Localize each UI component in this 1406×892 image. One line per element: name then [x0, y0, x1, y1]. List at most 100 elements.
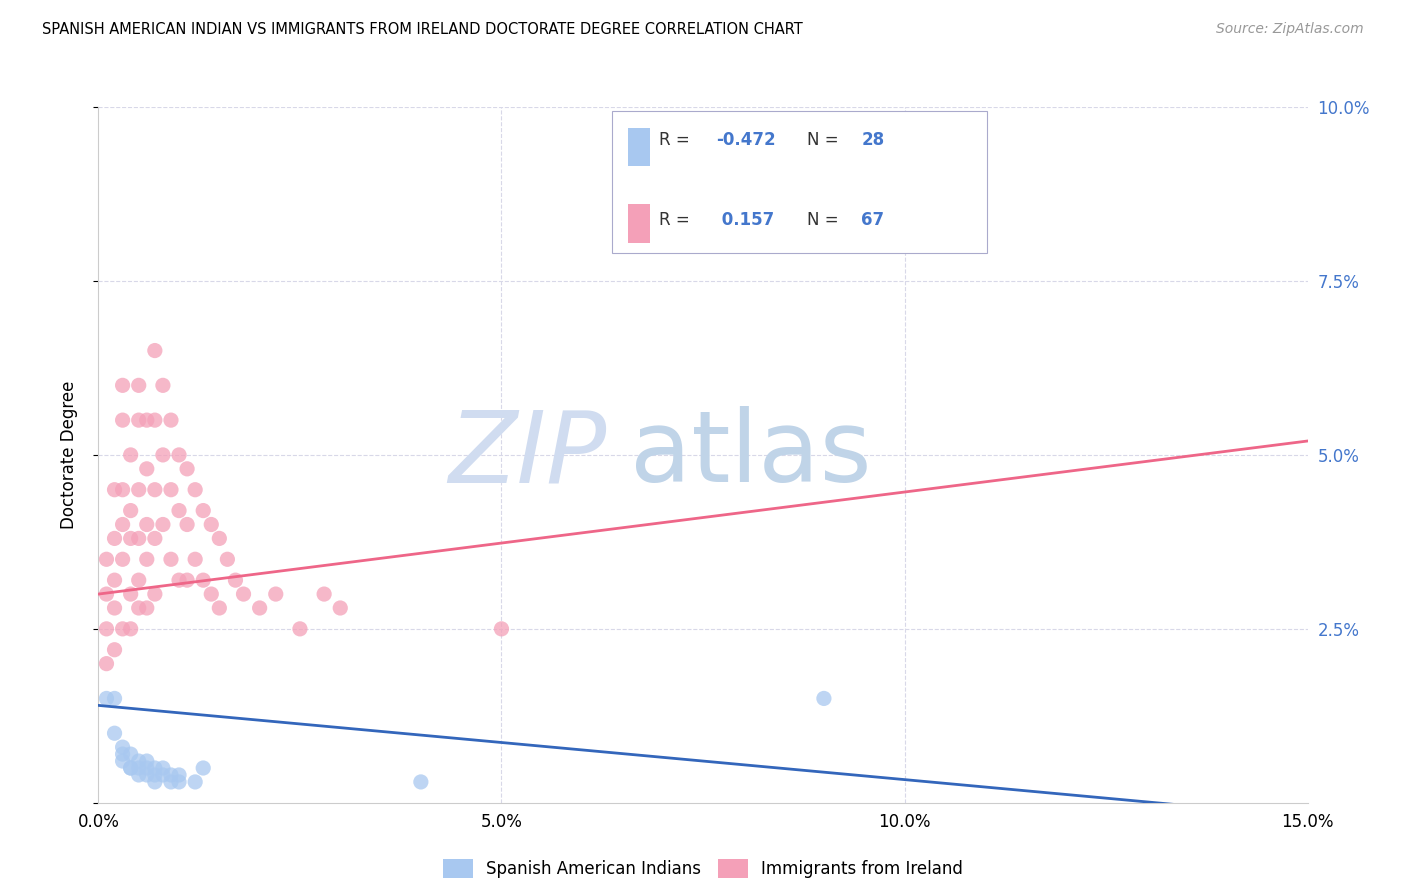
Point — [160, 775, 183, 789]
Point — [120, 761, 142, 775]
Point — [96, 622, 118, 636]
Point — [232, 587, 254, 601]
Point — [176, 573, 198, 587]
Point — [128, 754, 150, 768]
Point — [96, 587, 118, 601]
Point — [135, 754, 157, 768]
Point — [288, 622, 311, 636]
Point — [193, 503, 215, 517]
Point — [96, 691, 118, 706]
Point — [135, 413, 157, 427]
Point — [200, 517, 222, 532]
Point — [135, 768, 157, 782]
Point — [120, 622, 142, 636]
Point — [111, 517, 134, 532]
Y-axis label: Doctorate Degree: Doctorate Degree — [59, 381, 77, 529]
Point — [167, 448, 190, 462]
Point — [143, 587, 166, 601]
Point — [143, 413, 166, 427]
Point — [143, 532, 166, 546]
Point — [111, 747, 134, 761]
Point — [135, 517, 157, 532]
Point — [103, 483, 125, 497]
Point — [853, 135, 876, 149]
Point — [128, 413, 150, 427]
Point — [409, 775, 432, 789]
Point — [103, 726, 125, 740]
Point — [249, 601, 271, 615]
Point — [167, 775, 190, 789]
Text: 28: 28 — [862, 131, 884, 150]
Point — [128, 573, 150, 587]
Point — [152, 517, 174, 532]
Point — [184, 552, 207, 566]
Point — [152, 768, 174, 782]
Point — [135, 761, 157, 775]
Point — [96, 657, 118, 671]
Point — [143, 775, 166, 789]
Point — [128, 601, 150, 615]
Point — [103, 642, 125, 657]
Text: 0.157: 0.157 — [716, 211, 775, 228]
Point — [314, 587, 336, 601]
Point — [128, 768, 150, 782]
Point — [128, 532, 150, 546]
Point — [120, 503, 142, 517]
Text: 67: 67 — [862, 211, 884, 228]
Text: N =: N = — [807, 211, 844, 228]
Point — [96, 552, 118, 566]
Point — [120, 747, 142, 761]
Point — [111, 413, 134, 427]
Point — [329, 601, 352, 615]
Point — [135, 462, 157, 476]
Point — [103, 601, 125, 615]
Point — [193, 573, 215, 587]
Point — [176, 462, 198, 476]
Point — [128, 483, 150, 497]
Text: R =: R = — [659, 211, 696, 228]
Text: R =: R = — [659, 131, 696, 150]
Point — [120, 761, 142, 775]
Point — [167, 503, 190, 517]
Point — [184, 775, 207, 789]
Text: N =: N = — [807, 131, 844, 150]
Text: ZIP: ZIP — [449, 407, 606, 503]
Point — [143, 768, 166, 782]
Point — [176, 517, 198, 532]
Point — [208, 532, 231, 546]
Point — [491, 622, 513, 636]
Point — [111, 754, 134, 768]
Point — [813, 691, 835, 706]
Point — [893, 169, 915, 184]
Point — [135, 601, 157, 615]
Point — [120, 448, 142, 462]
Point — [160, 413, 183, 427]
Point — [224, 573, 246, 587]
Point — [135, 552, 157, 566]
Text: Source: ZipAtlas.com: Source: ZipAtlas.com — [1216, 22, 1364, 37]
Point — [128, 761, 150, 775]
Point — [111, 740, 134, 755]
Point — [152, 448, 174, 462]
Point — [160, 768, 183, 782]
Point — [208, 601, 231, 615]
Point — [160, 552, 183, 566]
Point — [167, 768, 190, 782]
Point — [111, 552, 134, 566]
FancyBboxPatch shape — [628, 128, 650, 166]
FancyBboxPatch shape — [628, 204, 650, 243]
Text: -0.472: -0.472 — [716, 131, 776, 150]
Point — [143, 343, 166, 358]
Text: SPANISH AMERICAN INDIAN VS IMMIGRANTS FROM IRELAND DOCTORATE DEGREE CORRELATION : SPANISH AMERICAN INDIAN VS IMMIGRANTS FR… — [42, 22, 803, 37]
Point — [111, 622, 134, 636]
FancyBboxPatch shape — [613, 111, 987, 253]
Point — [184, 483, 207, 497]
Point — [103, 691, 125, 706]
Point — [152, 378, 174, 392]
Point — [143, 761, 166, 775]
Legend: Spanish American Indians, Immigrants from Ireland: Spanish American Indians, Immigrants fro… — [443, 859, 963, 878]
Point — [200, 587, 222, 601]
Point — [160, 483, 183, 497]
Point — [152, 761, 174, 775]
Point — [193, 761, 215, 775]
